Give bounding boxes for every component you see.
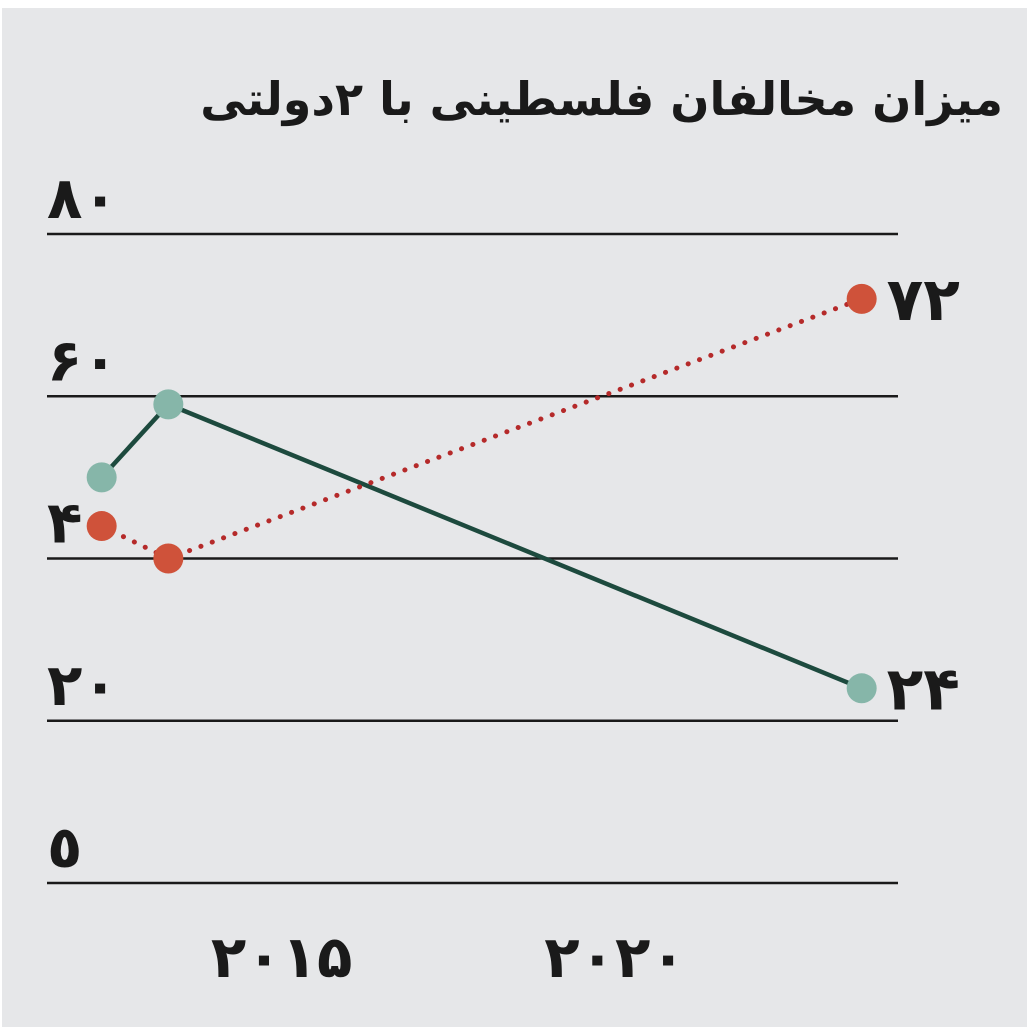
y-tick-label-0: ٥ xyxy=(47,813,82,881)
y-tick-label-60: ۶٠ xyxy=(47,326,118,394)
series-2-point-1 xyxy=(86,511,117,542)
series-1-point-2 xyxy=(153,389,184,420)
series-2-line xyxy=(99,296,865,561)
x-tick-label-2015: ٢٠١۵ xyxy=(211,923,353,991)
series-1-point-1 xyxy=(86,462,117,493)
series-2-point-3 xyxy=(846,283,877,314)
series-1-line xyxy=(99,402,864,691)
series-1-point-3 xyxy=(846,673,877,704)
chart-title: میزان مخالفان فلسطینی با ۲دولتی xyxy=(200,72,1003,126)
x-tick-label-2020: ٢٠٢٠ xyxy=(544,923,686,991)
series-2-point-2 xyxy=(153,543,184,574)
y-tick-label-20: ٢٠ xyxy=(47,651,118,719)
series-2-end-label: ٧٢ xyxy=(887,265,960,335)
chart-background xyxy=(2,8,1027,1027)
y-tick-label-80: ٨٠ xyxy=(47,164,118,232)
series-1-end-label: ٢۴ xyxy=(887,654,960,724)
